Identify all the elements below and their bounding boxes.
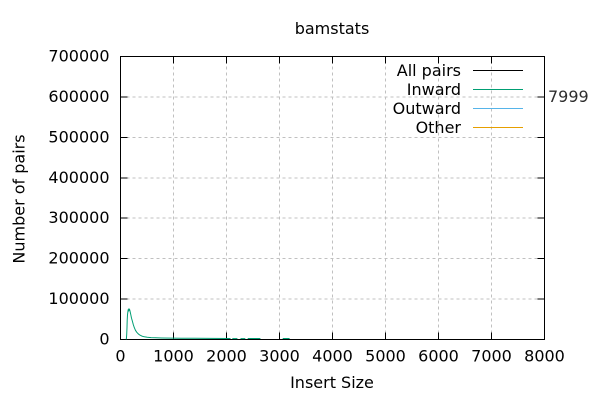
chart-title: bamstats [294,19,370,38]
y-tick-label: 400000 [48,168,109,187]
max-insert-annotation: 7999 [548,87,589,106]
y-tick-label: 700000 [48,47,109,66]
y-tick-label: 500000 [48,127,109,146]
y-tick-label: 300000 [48,208,109,227]
x-axis-title: Insert Size [290,373,374,392]
legend: All pairs Inward Outward Other [393,61,523,137]
legend-label-all-pairs: All pairs [396,61,461,80]
x-tick-label: 1000 [153,347,194,366]
x-tick-label: 2000 [206,347,247,366]
legend-label-other: Other [415,118,461,137]
x-tick-label: 0 [115,347,125,366]
y-axis-title: Number of pairs [9,134,29,264]
x-tick-label: 4000 [312,347,353,366]
legend-item-all-pairs: All pairs [393,61,523,80]
x-tick-label: 5000 [365,347,406,366]
y-tick-label: 0 [99,330,109,349]
legend-label-inward: Inward [406,80,461,99]
x-tick-label: 7000 [471,347,512,366]
legend-line-sample-all-pairs [473,69,523,72]
legend-item-outward: Outward [393,99,523,118]
y-tick-label: 100000 [48,289,109,308]
y-tick-label: 600000 [48,87,109,106]
x-tick-label: 6000 [418,347,459,366]
y-tick-label: 200000 [48,249,109,268]
x-tick-label: 3000 [259,347,300,366]
legend-label-outward: Outward [392,99,461,118]
legend-item-other: Other [393,118,523,137]
legend-item-inward: Inward [393,80,523,99]
legend-line-sample-inward [473,88,523,91]
legend-line-sample-outward [473,107,523,110]
legend-line-sample-other [473,126,523,129]
series-line-inward [125,308,231,340]
x-tick-label: 8000 [524,347,565,366]
